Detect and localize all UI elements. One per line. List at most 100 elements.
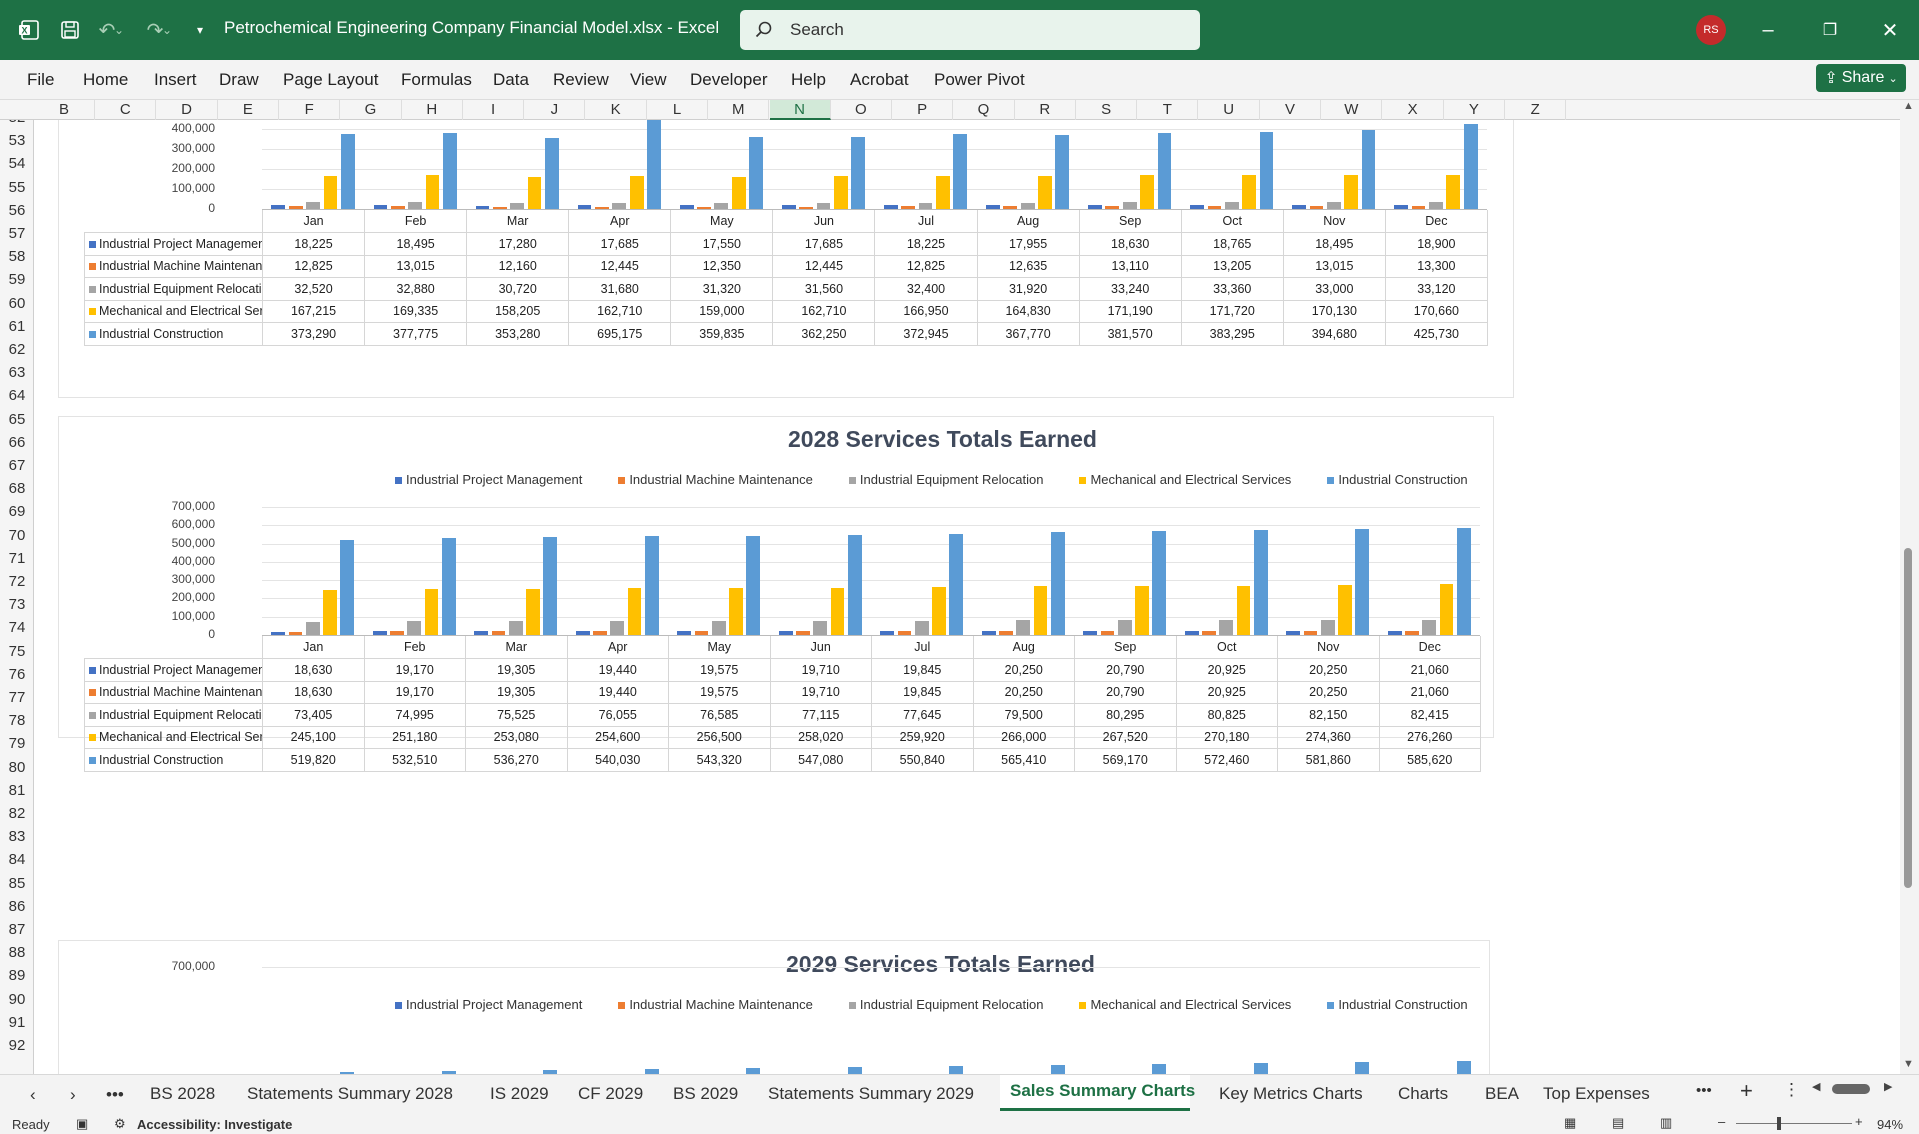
- row-header-89[interactable]: 89: [8, 967, 26, 985]
- column-header-m[interactable]: M: [708, 100, 770, 120]
- undo-dropdown-chevron-icon[interactable]: ⌄: [113, 23, 125, 37]
- tab-bs-2029[interactable]: BS 2029: [673, 1084, 739, 1103]
- new-sheet-icon[interactable]: +: [1740, 1078, 1753, 1103]
- column-header-j[interactable]: J: [524, 100, 586, 120]
- column-header-h[interactable]: H: [402, 100, 463, 120]
- row-header-77[interactable]: 77: [8, 689, 26, 706]
- tab-scroll-left-icon[interactable]: ‹: [30, 1085, 36, 1104]
- menu-page-layout[interactable]: Page Layout: [283, 70, 379, 89]
- zoom-slider-thumb[interactable]: [1777, 1117, 1781, 1130]
- row-header-66[interactable]: 66: [8, 433, 26, 451]
- tab-sales-summary-charts[interactable]: Sales Summary Charts: [1010, 1081, 1196, 1100]
- tab-key-metrics-charts[interactable]: Key Metrics Charts: [1219, 1084, 1363, 1103]
- menu-help[interactable]: Help: [791, 70, 826, 89]
- undo-icon[interactable]: ↶: [98, 19, 116, 42]
- row-header-70[interactable]: 70: [8, 526, 26, 544]
- column-header-g[interactable]: G: [341, 100, 402, 120]
- zoom-out-icon[interactable]: –: [1718, 1114, 1726, 1129]
- row-header-80[interactable]: 80: [8, 758, 26, 776]
- row-header-73[interactable]: 73: [8, 596, 26, 614]
- row-header-90[interactable]: 90: [8, 990, 26, 1008]
- row-header-87[interactable]: 87: [8, 921, 26, 938]
- row-header-76[interactable]: 76: [8, 665, 26, 683]
- row-header-82[interactable]: 82: [8, 805, 26, 822]
- row-header-65[interactable]: 65: [8, 410, 26, 428]
- menu-insert[interactable]: Insert: [154, 70, 197, 89]
- column-header-t[interactable]: T: [1137, 100, 1199, 120]
- row-header-91[interactable]: 91: [8, 1013, 26, 1031]
- hscroll-thumb[interactable]: [1832, 1084, 1870, 1094]
- column-header-v[interactable]: V: [1260, 100, 1321, 120]
- horizontal-scrollbar[interactable]: ◀ ▶: [1812, 1081, 1912, 1096]
- row-header-64[interactable]: 64: [8, 387, 26, 405]
- menu-home[interactable]: Home: [83, 70, 129, 89]
- menu-draw[interactable]: Draw: [219, 70, 259, 89]
- tab-cf-2029[interactable]: CF 2029: [578, 1084, 644, 1103]
- row-header-54[interactable]: 54: [8, 155, 26, 173]
- tab-statements-summary-2029[interactable]: Statements Summary 2029: [768, 1084, 974, 1103]
- tab-more-left-icon[interactable]: •••: [106, 1085, 124, 1104]
- hscroll-right-icon[interactable]: ▶: [1884, 1081, 1893, 1093]
- customize-toolbar-icon[interactable]: ▾: [196, 23, 204, 37]
- share-button[interactable]: ⇪ Share ⌄: [1816, 64, 1906, 92]
- row-header-83[interactable]: 83: [8, 828, 26, 846]
- column-header-b[interactable]: B: [34, 100, 95, 120]
- vertical-scrollbar[interactable]: ▲ ▼: [1900, 100, 1919, 1074]
- tab-statements-summary-2028[interactable]: Statements Summary 2028: [247, 1084, 453, 1103]
- row-header-58[interactable]: 58: [8, 248, 26, 266]
- row-header-69[interactable]: 69: [8, 503, 26, 521]
- column-header-k[interactable]: K: [586, 100, 647, 120]
- menu-power-pivot[interactable]: Power Pivot: [934, 70, 1025, 89]
- row-header-75[interactable]: 75: [8, 642, 26, 660]
- row-header-88[interactable]: 88: [8, 944, 26, 962]
- column-header-n[interactable]: N: [769, 100, 831, 120]
- redo-dropdown-chevron-icon[interactable]: ⌄: [161, 23, 173, 37]
- zoom-in-icon[interactable]: +: [1855, 1114, 1863, 1129]
- row-header-63[interactable]: 63: [8, 364, 26, 382]
- worksheet-grid[interactable]: 0 100,000 200,000 300,000 400,000 Jan Feb Mar Ap…: [35, 120, 1900, 1074]
- row-header-71[interactable]: 71: [8, 549, 26, 567]
- column-header-w[interactable]: W: [1321, 100, 1383, 120]
- column-header-r[interactable]: R: [1015, 100, 1076, 120]
- row-header-60[interactable]: 60: [8, 294, 26, 312]
- column-header-i[interactable]: I: [463, 100, 525, 120]
- row-header-56[interactable]: 56: [8, 201, 26, 219]
- redo-icon[interactable]: ↷: [146, 19, 164, 42]
- minimize-icon[interactable]: –: [1762, 18, 1774, 41]
- save-icon[interactable]: [55, 15, 85, 45]
- scroll-up-icon[interactable]: ▲: [1903, 100, 1914, 112]
- column-header-l[interactable]: L: [647, 100, 708, 120]
- column-header-y[interactable]: Y: [1444, 100, 1505, 120]
- menu-view[interactable]: View: [630, 70, 667, 89]
- tab-bea[interactable]: BEA: [1485, 1084, 1520, 1103]
- row-header-67[interactable]: 67: [8, 457, 26, 474]
- column-header-f[interactable]: F: [279, 100, 341, 120]
- row-header-78[interactable]: 78: [8, 712, 26, 730]
- column-header-c[interactable]: C: [95, 100, 157, 120]
- row-header-81[interactable]: 81: [8, 781, 26, 799]
- chart-2029-area[interactable]: [58, 940, 1490, 1074]
- row-header-86[interactable]: 86: [8, 897, 26, 915]
- normal-view-icon[interactable]: ▦: [1564, 1115, 1577, 1130]
- zoom-slider[interactable]: [1736, 1123, 1852, 1124]
- row-header-61[interactable]: 61: [8, 317, 26, 335]
- user-avatar[interactable]: RS: [1696, 15, 1726, 45]
- column-header-s[interactable]: S: [1076, 100, 1138, 120]
- tab-top-expenses[interactable]: Top Expenses: [1543, 1084, 1650, 1103]
- row-header-85[interactable]: 85: [8, 874, 26, 892]
- scroll-down-icon[interactable]: ▼: [1903, 1058, 1914, 1070]
- menu-developer[interactable]: Developer: [690, 70, 768, 89]
- row-header-84[interactable]: 84: [8, 851, 26, 869]
- row-header-72[interactable]: 72: [8, 573, 26, 590]
- vertical-scroll-thumb[interactable]: [1904, 548, 1912, 888]
- search-box[interactable]: Search: [740, 10, 1200, 50]
- accessibility-status[interactable]: Accessibility: Investigate: [137, 1117, 293, 1132]
- column-header-p[interactable]: P: [892, 100, 954, 120]
- menu-data[interactable]: Data: [493, 70, 529, 89]
- row-header-79[interactable]: 79: [8, 735, 26, 753]
- column-header-q[interactable]: Q: [954, 100, 1015, 120]
- macro-record-icon[interactable]: ▣: [76, 1116, 89, 1131]
- menu-acrobat[interactable]: Acrobat: [850, 70, 909, 89]
- tab-bs-2028[interactable]: BS 2028: [150, 1084, 216, 1103]
- column-header-d[interactable]: D: [157, 100, 218, 120]
